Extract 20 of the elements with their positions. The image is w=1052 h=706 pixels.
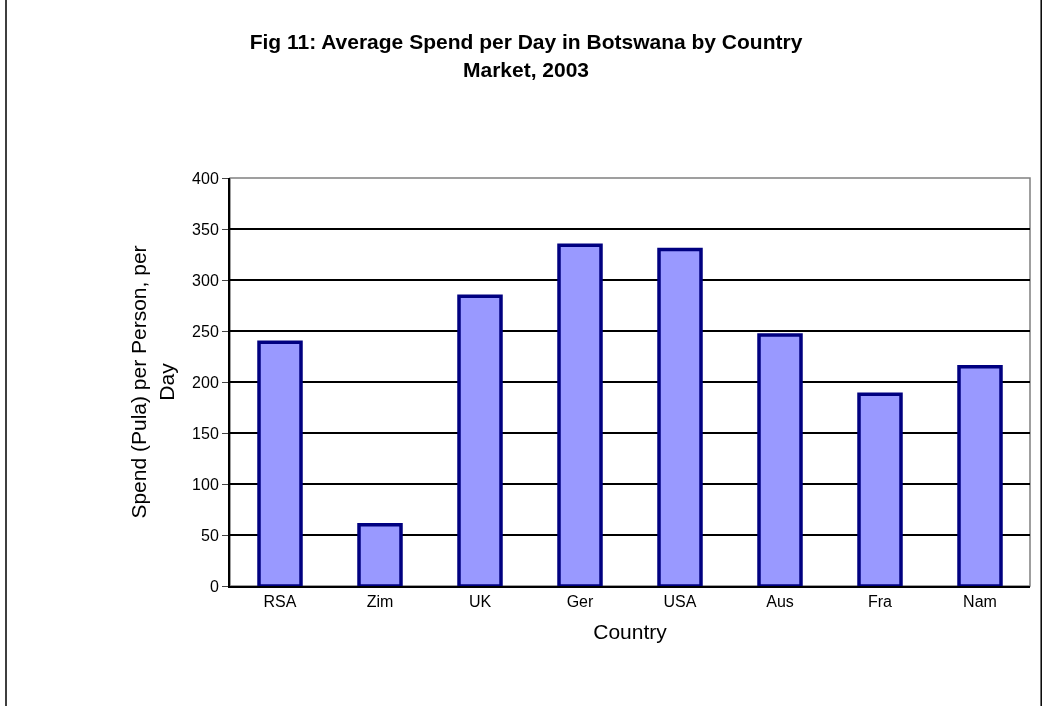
chart-title: Fig 11: Average Spend per Day in Botswana by Country Market, 2003: [249, 30, 803, 81]
x-axis-title: Country: [593, 619, 668, 643]
x-tick-label: Zim: [366, 593, 394, 611]
y-tick-label: 0: [209, 577, 219, 595]
y-tick-label: 100: [192, 475, 219, 493]
y-tick-label: 150: [192, 424, 219, 442]
x-tick-label: USA: [663, 593, 697, 611]
y-tick-label: 200: [192, 373, 219, 391]
y-tick-label: 50: [201, 526, 219, 544]
y-tick-label: 400: [192, 169, 219, 187]
y-tick-label: 350: [192, 220, 219, 238]
x-tick-label: Fra: [868, 593, 893, 611]
y-axis-title: Spend (Pula) per Person, per Day: [127, 245, 178, 519]
x-tick-label: Nam: [963, 593, 997, 611]
x-tick-label: UK: [468, 593, 492, 611]
y-tick-label: 300: [192, 271, 219, 289]
y-tick-label: 250: [192, 322, 219, 340]
x-tick-label: RSA: [263, 593, 297, 611]
x-tick-label: Aus: [766, 593, 794, 611]
x-tick-label: Ger: [566, 593, 595, 611]
